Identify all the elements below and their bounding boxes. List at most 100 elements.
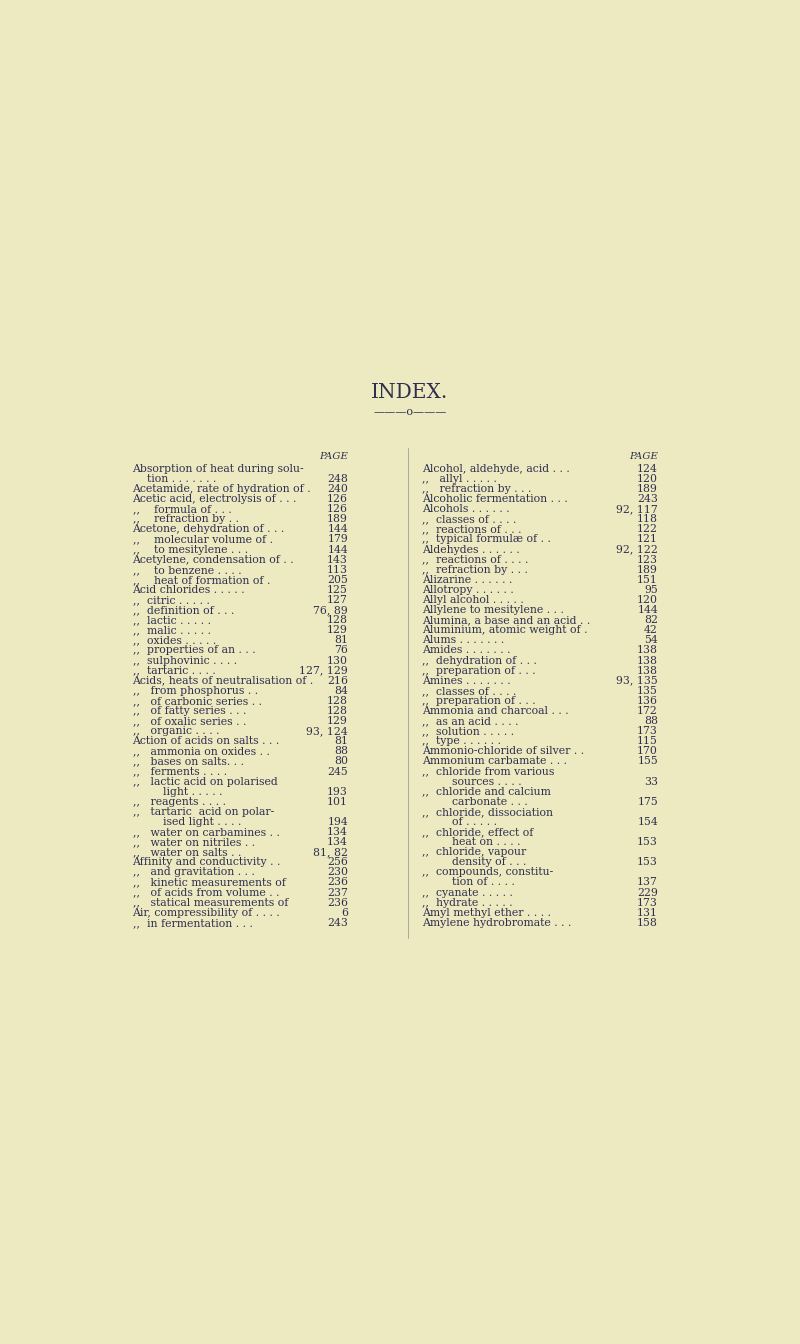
Text: ,,   statical measurements of: ,, statical measurements of <box>133 898 288 907</box>
Text: ,,  properties of an . . .: ,, properties of an . . . <box>133 645 255 656</box>
Text: 124: 124 <box>637 464 658 474</box>
Text: 131: 131 <box>637 907 658 918</box>
Text: 170: 170 <box>637 746 658 757</box>
Text: PAGE: PAGE <box>319 453 348 461</box>
Text: ,,  chloride, dissociation: ,, chloride, dissociation <box>422 806 553 817</box>
Text: PAGE: PAGE <box>629 453 658 461</box>
Text: 129: 129 <box>327 625 348 636</box>
Text: 138: 138 <box>637 665 658 676</box>
Text: 128: 128 <box>327 706 348 716</box>
Text: 138: 138 <box>637 645 658 656</box>
Text: 129: 129 <box>327 716 348 726</box>
Text: ,,  chloride and calcium: ,, chloride and calcium <box>422 786 550 797</box>
Text: ,,  hydrate . . . . .: ,, hydrate . . . . . <box>422 898 512 907</box>
Text: Alcoholic fermentation . . .: Alcoholic fermentation . . . <box>422 495 567 504</box>
Text: ,,  preparation of . . .: ,, preparation of . . . <box>422 665 535 676</box>
Text: ,,    to mesitylene . . .: ,, to mesitylene . . . <box>133 544 248 555</box>
Text: ,,  chloride, vapour: ,, chloride, vapour <box>422 847 526 857</box>
Text: ,,    refraction by . .: ,, refraction by . . <box>133 515 238 524</box>
Text: Ammonia and charcoal . . .: Ammonia and charcoal . . . <box>422 706 568 716</box>
Text: ,,  classes of . . . .: ,, classes of . . . . <box>422 515 516 524</box>
Text: Alizarine . . . . . .: Alizarine . . . . . . <box>422 575 512 585</box>
Text: ,,   of acids from volume . .: ,, of acids from volume . . <box>133 887 279 898</box>
Text: ,,  cyanate . . . . .: ,, cyanate . . . . . <box>422 887 513 898</box>
Text: density of . . .: density of . . . <box>431 857 526 867</box>
Text: 130: 130 <box>327 656 348 665</box>
Text: ,,   water on carbamines . .: ,, water on carbamines . . <box>133 827 279 837</box>
Text: 101: 101 <box>327 797 348 806</box>
Text: 173: 173 <box>637 726 658 737</box>
Text: ,,    formula of . . .: ,, formula of . . . <box>133 504 231 515</box>
Text: 194: 194 <box>327 817 348 827</box>
Text: 136: 136 <box>637 696 658 706</box>
Text: ,,   water on salts . .: ,, water on salts . . <box>133 847 241 857</box>
Text: 173: 173 <box>637 898 658 907</box>
Text: Allylene to mesitylene . . .: Allylene to mesitylene . . . <box>422 605 563 616</box>
Text: ,,   refraction by . . .: ,, refraction by . . . <box>422 484 531 495</box>
Text: 93, 124: 93, 124 <box>306 726 348 737</box>
Text: 189: 189 <box>327 515 348 524</box>
Text: Alums . . . . . . .: Alums . . . . . . . <box>422 636 504 645</box>
Text: 54: 54 <box>644 636 658 645</box>
Text: 151: 151 <box>637 575 658 585</box>
Text: 179: 179 <box>327 535 348 544</box>
Text: ,,  definition of . . .: ,, definition of . . . <box>133 605 234 616</box>
Text: Acetone, dehydration of . . .: Acetone, dehydration of . . . <box>133 524 285 535</box>
Text: 144: 144 <box>327 524 348 535</box>
Text: 144: 144 <box>327 544 348 555</box>
Text: ,,   tartaric  acid on polar-: ,, tartaric acid on polar- <box>133 806 274 817</box>
Text: Allyl alcohol . . . . .: Allyl alcohol . . . . . <box>422 595 523 605</box>
Text: 113: 113 <box>327 564 348 575</box>
Text: 248: 248 <box>327 474 348 484</box>
Text: ,,  malic . . . . .: ,, malic . . . . . <box>133 625 210 636</box>
Text: 256: 256 <box>327 857 348 867</box>
Text: 92, 122: 92, 122 <box>616 544 658 555</box>
Text: 120: 120 <box>637 474 658 484</box>
Text: ,,   organic . . . .: ,, organic . . . . <box>133 726 219 737</box>
Text: Alumina, a base and an acid . .: Alumina, a base and an acid . . <box>422 616 590 625</box>
Text: 153: 153 <box>637 857 658 867</box>
Text: 175: 175 <box>638 797 658 806</box>
Text: ,,   allyl . . . . .: ,, allyl . . . . . <box>422 474 497 484</box>
Text: Aldehydes . . . . . .: Aldehydes . . . . . . <box>422 544 519 555</box>
Text: 118: 118 <box>637 515 658 524</box>
Text: 237: 237 <box>327 887 348 898</box>
Text: 81: 81 <box>334 636 348 645</box>
Text: ,,  oxides . . . . .: ,, oxides . . . . . <box>133 636 216 645</box>
Text: 134: 134 <box>327 827 348 837</box>
Text: 122: 122 <box>637 524 658 535</box>
Text: Acetic acid, electrolysis of . . .: Acetic acid, electrolysis of . . . <box>133 495 297 504</box>
Text: 126: 126 <box>327 504 348 515</box>
Text: 80: 80 <box>334 757 348 766</box>
Text: Allotropy . . . . . .: Allotropy . . . . . . <box>422 585 514 595</box>
Text: Acid chlorides . . . . .: Acid chlorides . . . . . <box>133 585 245 595</box>
Text: 92, 117: 92, 117 <box>616 504 658 515</box>
Text: ,,  typical formulæ of . .: ,, typical formulæ of . . <box>422 535 550 544</box>
Text: ,,   of carbonic series . .: ,, of carbonic series . . <box>133 696 262 706</box>
Text: 88: 88 <box>334 746 348 757</box>
Text: Amides . . . . . . .: Amides . . . . . . . <box>422 645 510 656</box>
Text: Acids, heats of neutralisation of .: Acids, heats of neutralisation of . <box>133 676 314 685</box>
Text: ,,  tartaric . . . .: ,, tartaric . . . . <box>133 665 215 676</box>
Text: 42: 42 <box>644 625 658 636</box>
Text: 155: 155 <box>638 757 658 766</box>
Text: 153: 153 <box>637 837 658 847</box>
Text: 172: 172 <box>637 706 658 716</box>
Text: ,,   water on nitriles . .: ,, water on nitriles . . <box>133 837 254 847</box>
Text: tion . . . . . . .: tion . . . . . . . <box>133 474 216 484</box>
Text: ,,  reactions of . . .: ,, reactions of . . . <box>422 524 521 535</box>
Text: carbonate . . .: carbonate . . . <box>431 797 528 806</box>
Text: 189: 189 <box>637 484 658 495</box>
Text: ,,   reagents . . . .: ,, reagents . . . . <box>133 797 226 806</box>
Text: ,,  in fermentation . . .: ,, in fermentation . . . <box>133 918 253 927</box>
Text: 6: 6 <box>341 907 348 918</box>
Text: ,,  refraction by . . .: ,, refraction by . . . <box>422 564 527 575</box>
Text: Absorption of heat during solu-: Absorption of heat during solu- <box>133 464 304 474</box>
Text: 93, 135: 93, 135 <box>616 676 658 685</box>
Text: Amines . . . . . . .: Amines . . . . . . . <box>422 676 510 685</box>
Text: 216: 216 <box>327 676 348 685</box>
Text: 134: 134 <box>327 837 348 847</box>
Text: ,,   from phosphorus . .: ,, from phosphorus . . <box>133 685 258 696</box>
Text: ,,  chloride from various: ,, chloride from various <box>422 766 554 777</box>
Text: ,,  preparation of . . .: ,, preparation of . . . <box>422 696 535 706</box>
